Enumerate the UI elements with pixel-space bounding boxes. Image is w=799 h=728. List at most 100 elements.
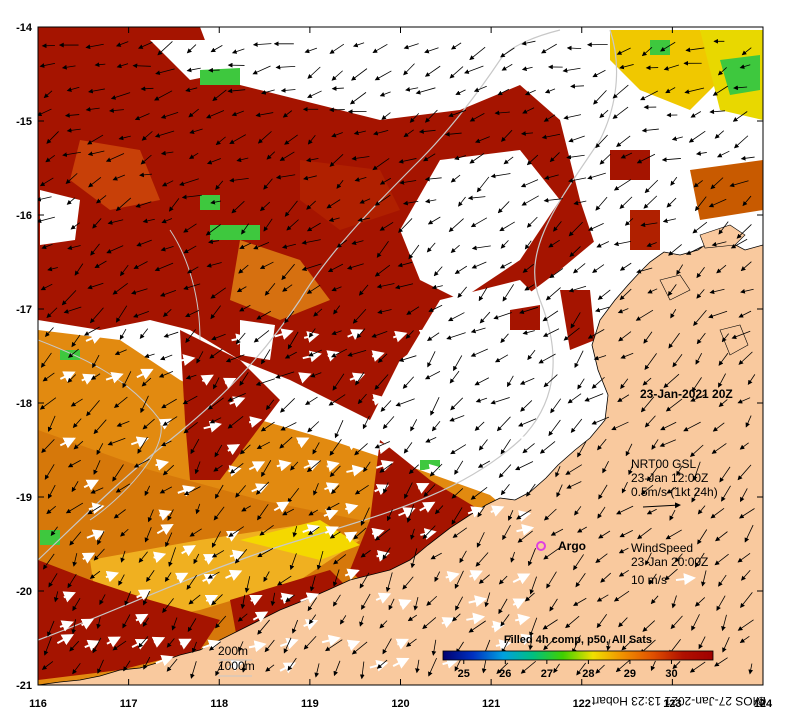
current-arrow [521,195,539,206]
current-arrow [426,242,436,253]
current-arrow [500,439,511,455]
current-arrow [307,90,322,98]
current-arrow [313,483,319,496]
current-arrow [563,114,582,120]
current-arrow [470,486,488,500]
colorbar-tick-label: 29 [624,668,636,680]
current-arrow [92,637,102,654]
current-arrow [475,136,490,143]
current-arrow [710,508,725,519]
current-arrow [115,483,131,493]
current-legend-line3: 0.5m/s (1kt 24h) [631,485,718,499]
current-arrow [347,349,367,357]
current-arrow [359,615,364,627]
x-tick-label: 119 [301,698,319,710]
current-arrow [567,393,582,404]
current-arrow [588,223,604,231]
wind-arrow [424,463,442,476]
current-arrow [239,242,252,249]
wind-arrow [158,509,172,521]
current-arrow [478,439,488,451]
current-arrow [450,42,462,50]
current-arrow [426,595,438,606]
current-arrow [94,260,107,269]
current-arrow [215,180,224,191]
current-arrow [162,598,174,614]
current-arrow [596,594,609,602]
current-arrow [132,63,151,69]
current-arrow [351,68,368,81]
current-arrow [641,47,653,57]
y-tick-label: -15 [16,116,32,128]
current-arrow [187,266,199,274]
current-arrow [470,217,488,228]
current-arrow [374,528,391,541]
current-arrow [72,663,81,675]
current-arrow [158,371,174,378]
current-arrow [621,640,633,651]
current-arrow [617,308,629,314]
current-arrow [70,398,83,407]
current-arrow [577,378,585,390]
current-arrow [737,552,751,563]
current-arrow [131,288,148,295]
current-arrow [428,657,437,677]
current-arrow [522,107,535,114]
current-arrow [351,240,364,245]
current-arrow [740,488,748,503]
current-arrow [357,393,367,405]
current-arrow [562,67,581,73]
current-arrow [427,332,440,342]
current-arrow [292,525,298,538]
current-arrow [709,109,726,115]
current-arrow [87,505,102,515]
current-arrow [593,355,607,361]
wind-arrow [202,639,221,651]
current-arrow [545,287,561,301]
current-arrow [425,198,437,204]
current-arrow [137,436,148,454]
current-arrow [550,528,564,536]
current-arrow [280,88,296,93]
current-scale-arrow [642,502,681,509]
current-arrow [244,576,251,593]
current-arrow [279,436,293,449]
current-arrow [613,590,630,602]
current-arrow [241,223,249,235]
current-arrow [640,484,654,495]
wind-arrow [152,551,167,564]
current-arrow [275,174,296,180]
current-arrow [331,330,342,336]
current-arrow [449,415,465,422]
current-arrow [307,66,321,79]
current-arrow [395,398,415,407]
current-arrow [107,437,126,446]
current-arrow [640,222,658,228]
current-arrow [717,150,730,158]
current-arrow [733,135,749,149]
current-arrow [431,284,443,290]
current-arrow [208,641,221,651]
current-arrow [205,224,221,236]
current-arrow [693,180,703,188]
current-arrow [549,598,558,612]
current-arrow [510,551,515,563]
current-arrow [600,572,612,583]
current-arrow [650,660,656,672]
wind-arrow [59,371,76,383]
current-arrow [379,91,391,97]
current-arrow [542,619,558,630]
current-arrow [469,113,485,122]
current-arrow [625,443,633,457]
current-arrow [210,305,221,320]
current-arrow [455,596,464,611]
current-arrow [119,328,127,340]
current-arrow [189,528,202,537]
current-arrow [469,153,485,164]
current-arrow [135,201,152,208]
current-arrow [406,638,417,647]
current-arrow [645,552,652,566]
current-arrow [48,573,58,588]
current-arrow [38,196,52,202]
current-arrow [522,263,534,273]
